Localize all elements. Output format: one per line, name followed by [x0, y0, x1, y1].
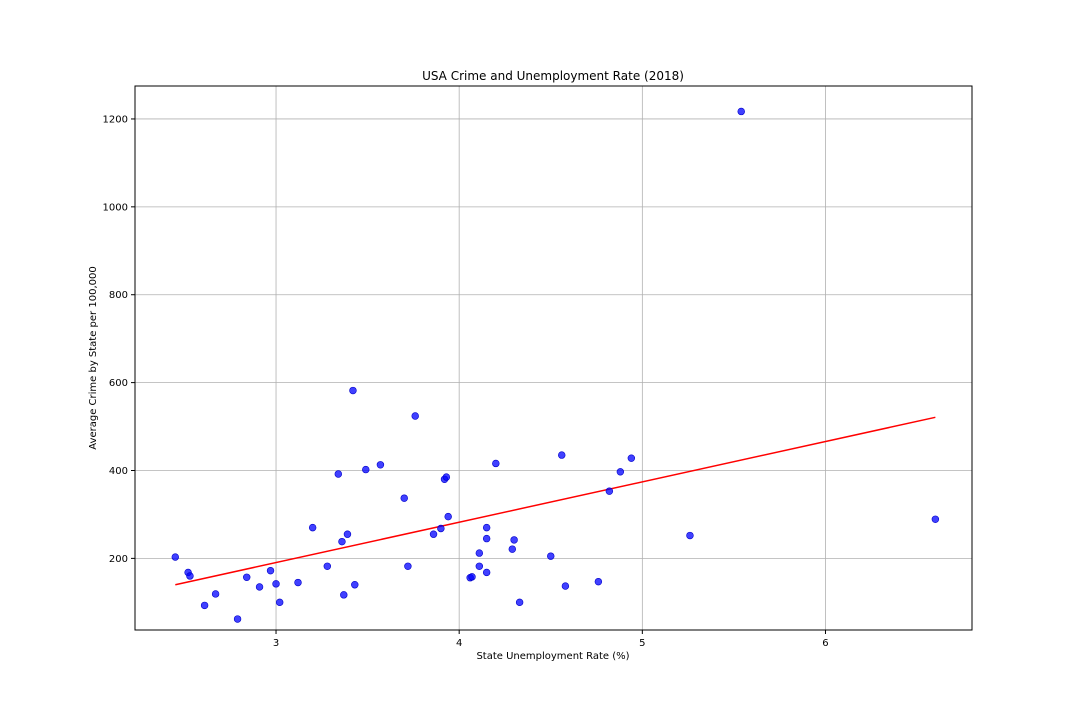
- data-point: [338, 537, 346, 546]
- chart-title: USA Crime and Unemployment Rate (2018): [422, 69, 684, 83]
- x-tick-label: 5: [639, 638, 645, 649]
- data-point: [482, 568, 491, 577]
- data-point: [243, 573, 251, 581]
- data-point: [594, 577, 603, 586]
- data-point: [444, 512, 452, 521]
- grid-layer: [135, 86, 972, 630]
- data-point: [482, 534, 491, 543]
- data-point: [186, 572, 194, 580]
- points-layer: [171, 107, 940, 623]
- data-point: [343, 530, 352, 538]
- data-point: [547, 552, 555, 560]
- data-point: [468, 573, 476, 581]
- y-tick-label: 400: [109, 466, 128, 477]
- data-point: [376, 461, 385, 469]
- data-point: [561, 582, 570, 590]
- data-point: [442, 473, 451, 481]
- y-tick-label: 1200: [103, 114, 128, 125]
- data-point: [404, 562, 412, 570]
- data-point: [349, 386, 357, 395]
- data-point: [308, 523, 317, 532]
- data-point: [931, 515, 940, 523]
- data-point: [255, 583, 264, 591]
- data-point: [492, 459, 500, 468]
- data-point: [605, 487, 614, 495]
- data-point: [323, 562, 332, 570]
- y-tick-label: 200: [109, 554, 128, 565]
- y-axis-label: Average Crime by State per 100,000: [88, 266, 99, 449]
- data-point: [334, 470, 342, 478]
- data-point: [171, 553, 179, 561]
- data-point: [482, 523, 491, 532]
- plot-frame: [134, 85, 973, 631]
- x-tick-label: 4: [456, 638, 462, 649]
- data-point: [340, 591, 348, 599]
- data-point: [508, 545, 516, 553]
- data-point: [233, 615, 242, 623]
- x-tick-label: 6: [822, 638, 828, 649]
- data-point: [475, 549, 484, 557]
- data-point: [211, 590, 220, 598]
- data-point: [411, 412, 419, 420]
- data-point: [272, 580, 280, 588]
- data-point: [475, 562, 484, 570]
- data-point: [627, 454, 636, 462]
- data-point: [437, 524, 445, 533]
- regression-line: [175, 416, 936, 586]
- data-point: [686, 531, 694, 540]
- data-point: [400, 494, 408, 502]
- x-axis-ticks: 3 4 5 6: [273, 630, 829, 649]
- data-point: [737, 107, 745, 116]
- data-point: [616, 468, 625, 476]
- data-point: [558, 451, 566, 459]
- x-axis-label: State Unemployment Rate (%): [476, 651, 629, 662]
- data-point: [351, 581, 359, 589]
- y-tick-label: 1000: [103, 202, 128, 213]
- y-axis-ticks: 200 400 600 800 1000 1200: [103, 114, 135, 565]
- data-point: [266, 566, 275, 575]
- data-point: [515, 598, 524, 607]
- data-point: [429, 530, 438, 538]
- y-tick-label: 800: [109, 290, 128, 301]
- data-point: [510, 536, 518, 544]
- regression-layer: [175, 416, 936, 586]
- data-point: [362, 465, 370, 474]
- data-point: [200, 601, 209, 610]
- y-tick-label: 600: [109, 378, 128, 389]
- data-point: [294, 578, 302, 587]
- x-tick-label: 3: [273, 638, 279, 649]
- data-point: [275, 598, 284, 607]
